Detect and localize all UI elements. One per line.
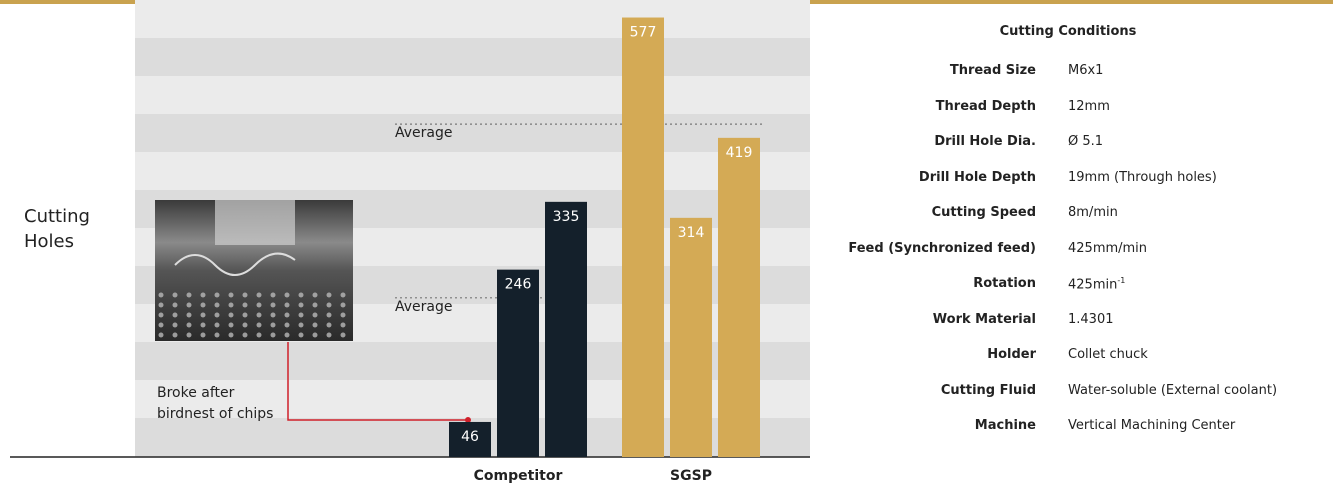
bar — [545, 202, 587, 457]
bar-label: 335 — [553, 209, 580, 225]
table-row: Feed (Synchronized feed) 425mm/min — [830, 241, 1330, 261]
row-value: 8m/min — [1068, 205, 1118, 220]
bar — [497, 270, 539, 457]
x-tick-label: SGSP — [670, 468, 712, 484]
row-label: Thread Depth — [936, 99, 1036, 114]
value-text: 8m/min — [1068, 205, 1118, 220]
row-value: Collet chuck — [1068, 347, 1148, 362]
x-tick-label: Competitor — [474, 468, 563, 484]
value-text: Collet chuck — [1068, 347, 1148, 362]
table-row: Cutting Fluid Water-soluble (External coo… — [830, 383, 1330, 403]
row-label: Cutting Fluid — [941, 383, 1036, 398]
table-row: Rotation 425min-1 — [830, 276, 1330, 296]
value-text: 1.4301 — [1068, 312, 1114, 327]
value-text: 425min — [1068, 277, 1117, 292]
stripe — [135, 38, 810, 76]
table-row: Cutting Speed 8m/min — [830, 205, 1330, 225]
row-label: Drill Hole Depth — [919, 170, 1036, 185]
value-text: 425mm/min — [1068, 241, 1147, 256]
value-text: 12mm — [1068, 99, 1110, 114]
row-label: Machine — [975, 418, 1036, 433]
row-value: Water-soluble (External coolant) — [1068, 383, 1277, 398]
row-value: 425min-1 — [1068, 276, 1125, 292]
table-row: Drill Hole Dia. Ø 5.1 — [830, 134, 1330, 154]
bar-label: 246 — [505, 277, 532, 293]
photo — [155, 200, 353, 341]
value-text: Water-soluble (External coolant) — [1068, 383, 1277, 398]
row-label: Thread Size — [950, 63, 1036, 78]
table-row: Holder Collet chuck — [830, 347, 1330, 367]
row-value: 19mm (Through holes) — [1068, 170, 1217, 185]
bar-label: 314 — [678, 225, 705, 241]
bar — [718, 138, 760, 457]
value-text: Vertical Machining Center — [1068, 418, 1235, 433]
bar — [622, 18, 664, 457]
row-label: Drill Hole Dia. — [934, 134, 1036, 149]
row-value: Vertical Machining Center — [1068, 418, 1235, 433]
value-text: 19mm (Through holes) — [1068, 170, 1217, 185]
stripe — [135, 76, 810, 114]
table-row: Thread Size M6x1 — [830, 63, 1330, 83]
bar-label: 577 — [630, 25, 657, 41]
table-row: Machine Vertical Machining Center — [830, 418, 1330, 438]
row-value: 1.4301 — [1068, 312, 1114, 327]
bar-label: 419 — [726, 145, 753, 161]
table-title: Cutting Conditions — [968, 24, 1168, 39]
stripe — [135, 0, 810, 38]
average-label: Average — [395, 125, 453, 141]
value-text: M6x1 — [1068, 63, 1103, 78]
bar — [670, 218, 712, 457]
row-label: Feed (Synchronized feed) — [848, 241, 1036, 256]
row-label: Cutting Speed — [932, 205, 1036, 220]
superscript: -1 — [1117, 276, 1125, 285]
bar-label: 46 — [461, 429, 479, 445]
stripe — [135, 114, 810, 152]
average-label: Average — [395, 299, 453, 315]
row-label: Holder — [987, 347, 1036, 362]
row-value: 12mm — [1068, 99, 1110, 114]
row-value: Ø 5.1 — [1068, 134, 1103, 149]
page: Broke afterbirdnest of chips Average4624… — [0, 0, 1333, 489]
row-value: M6x1 — [1068, 63, 1103, 78]
row-label: Work Material — [933, 312, 1036, 327]
y-axis-label: Cutting Holes — [24, 204, 104, 254]
value-text: Ø 5.1 — [1068, 134, 1103, 149]
row-label: Rotation — [973, 276, 1036, 291]
table-row: Work Material 1.4301 — [830, 312, 1330, 332]
table-row: Thread Depth 12mm — [830, 99, 1330, 119]
table-row: Drill Hole Depth 19mm (Through holes) — [830, 170, 1330, 190]
stripe — [135, 152, 810, 190]
row-value: 425mm/min — [1068, 241, 1147, 256]
